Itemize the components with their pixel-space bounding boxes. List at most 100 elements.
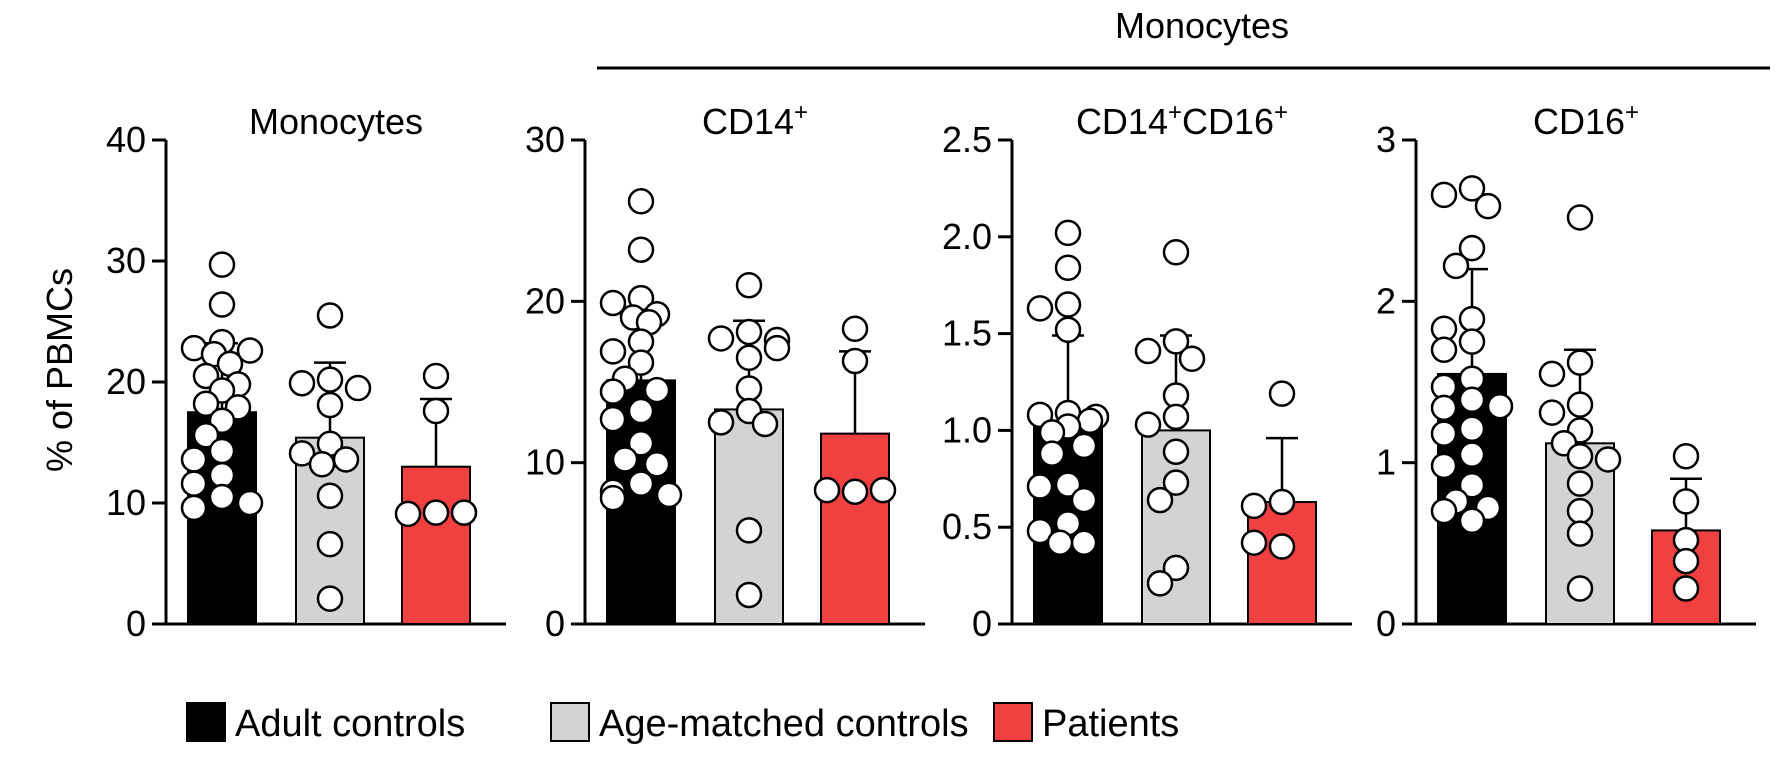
- panel-title: Monocytes: [249, 101, 423, 142]
- data-point: [1146, 570, 1174, 597]
- data-point: [1566, 470, 1594, 497]
- data-point: [422, 362, 450, 390]
- data-point: [643, 376, 671, 404]
- data-point: [316, 366, 344, 393]
- y-tick-label: 10: [106, 482, 146, 523]
- y-tick-label: 1.5: [942, 313, 992, 354]
- data-point: [192, 390, 220, 418]
- data-point: [1672, 442, 1700, 470]
- panel-title-superscript: +: [1274, 99, 1288, 126]
- group-title: Monocytes: [1115, 5, 1289, 46]
- data-point: [344, 374, 372, 402]
- legend-swatch-patients: [993, 702, 1033, 742]
- panel-title-superscript: +: [1625, 99, 1639, 126]
- data-point: [627, 430, 655, 457]
- data-point: [1146, 486, 1174, 514]
- data-point: [1430, 394, 1458, 422]
- y-tick-label: 30: [525, 119, 565, 160]
- y-axis-label: % of PBMCs: [39, 268, 80, 472]
- data-point: [1026, 517, 1054, 545]
- y-tick-label: 2: [1376, 280, 1396, 321]
- y-tick-label: 0.5: [942, 506, 992, 547]
- data-point: [813, 476, 841, 504]
- legend-label-adult-controls: Adult controls: [235, 703, 465, 745]
- y-tick-label: 30: [106, 240, 146, 281]
- data-point: [763, 334, 791, 362]
- data-point: [1566, 442, 1594, 470]
- data-point: [1430, 420, 1458, 447]
- data-point: [1458, 472, 1486, 499]
- data-point: [1458, 386, 1486, 413]
- data-point: [1458, 441, 1486, 468]
- data-point: [655, 481, 683, 509]
- panel-title-text: CD14: [1076, 101, 1168, 142]
- data-point: [1458, 507, 1486, 534]
- data-point: [707, 325, 735, 352]
- data-point: [643, 451, 671, 478]
- data-point: [208, 437, 236, 465]
- data-point: [394, 500, 422, 528]
- data-point: [841, 478, 869, 505]
- bar-2: [820, 432, 890, 626]
- data-point: [1046, 529, 1074, 556]
- data-point: [1134, 411, 1162, 438]
- data-point: [627, 236, 655, 263]
- data-point: [1458, 328, 1486, 355]
- data-point: [599, 378, 627, 405]
- data-point: [869, 476, 897, 504]
- y-tick-label: 20: [106, 361, 146, 402]
- y-tick-label: 3: [1376, 119, 1396, 160]
- data-point: [1268, 533, 1296, 560]
- data-point: [707, 409, 735, 436]
- data-point: [316, 391, 344, 419]
- data-point: [1070, 529, 1098, 556]
- data-point: [1566, 520, 1594, 547]
- data-point: [316, 482, 344, 509]
- data-point: [735, 581, 763, 609]
- data-point: [1672, 575, 1700, 602]
- y-tick-label: 1.0: [942, 409, 992, 450]
- data-point: [1240, 529, 1268, 556]
- data-point: [192, 421, 220, 449]
- data-point: [1076, 407, 1104, 434]
- data-point: [599, 338, 627, 365]
- data-point: [236, 337, 264, 364]
- panel-title: CD14+: [702, 99, 808, 142]
- data-point: [1430, 181, 1458, 209]
- data-point: [1162, 328, 1190, 355]
- y-tick-label: 1: [1376, 442, 1396, 483]
- data-point: [735, 517, 763, 544]
- data-point: [316, 585, 344, 612]
- panel-title: CD14+CD16+: [1076, 99, 1288, 142]
- data-point: [1458, 234, 1486, 262]
- panel-title-text: CD14: [702, 101, 794, 142]
- data-point: [735, 375, 763, 402]
- y-tick-label: 0: [1376, 603, 1396, 644]
- panel-title-superscript: +: [794, 99, 808, 126]
- y-tick-label: 40: [106, 119, 146, 160]
- data-point: [1162, 403, 1190, 431]
- data-point: [1430, 336, 1458, 363]
- data-point: [180, 446, 208, 473]
- data-point: [1054, 316, 1082, 343]
- data-point: [1240, 492, 1268, 520]
- data-point: [1268, 488, 1296, 516]
- data-point: [316, 302, 344, 329]
- data-point: [1458, 415, 1486, 443]
- panel-title-text: Monocytes: [249, 101, 423, 142]
- panel-3: CD14+CD16+00.51.01.52.02.5: [942, 99, 1352, 644]
- data-point: [1486, 392, 1514, 420]
- data-point: [1268, 380, 1296, 407]
- panel-title-text: CD16: [1182, 101, 1274, 142]
- data-point: [288, 369, 316, 397]
- y-tick-label: 2.5: [942, 119, 992, 160]
- data-point: [422, 397, 450, 425]
- data-point: [1442, 252, 1470, 280]
- data-point: [180, 470, 208, 497]
- legend-swatch-age-matched-controls: [550, 702, 590, 742]
- data-point: [1070, 432, 1098, 460]
- y-tick-label: 10: [525, 442, 565, 483]
- data-point: [1162, 438, 1190, 465]
- data-point: [208, 291, 236, 318]
